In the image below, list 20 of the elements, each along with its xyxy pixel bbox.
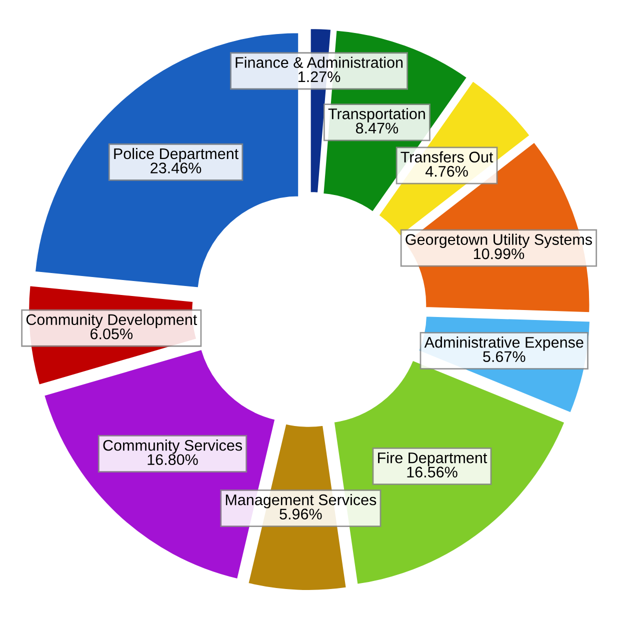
slice-label: Fire Department: [378, 452, 488, 466]
data-label: 5.67%: [483, 351, 526, 362]
data-label: 16.80%: [148, 454, 198, 466]
slice-label: Georgetown Utility Systems: [406, 234, 592, 248]
slice-label: Police Department: [114, 148, 238, 162]
data-label: 16.56%: [407, 466, 458, 478]
slice-label: Administrative Expense: [424, 336, 584, 351]
data-label: 6.05%: [90, 328, 133, 340]
slice-label: Finance & Administration: [236, 56, 403, 68]
data-label: 4.76%: [425, 166, 468, 177]
data-label: 10.99%: [474, 248, 524, 260]
slice-label: Transportation: [328, 108, 425, 122]
slice-label: Transfers Out: [400, 151, 494, 162]
slice-label: Community Services: [103, 440, 242, 454]
data-label: 5.96%: [280, 508, 322, 520]
data-label: 1.27%: [298, 71, 340, 82]
slice-label: Management Services: [226, 494, 376, 508]
slice-label: Community Development: [26, 314, 198, 328]
data-label: 23.46%: [150, 162, 202, 174]
data-label: 8.47%: [356, 122, 398, 134]
